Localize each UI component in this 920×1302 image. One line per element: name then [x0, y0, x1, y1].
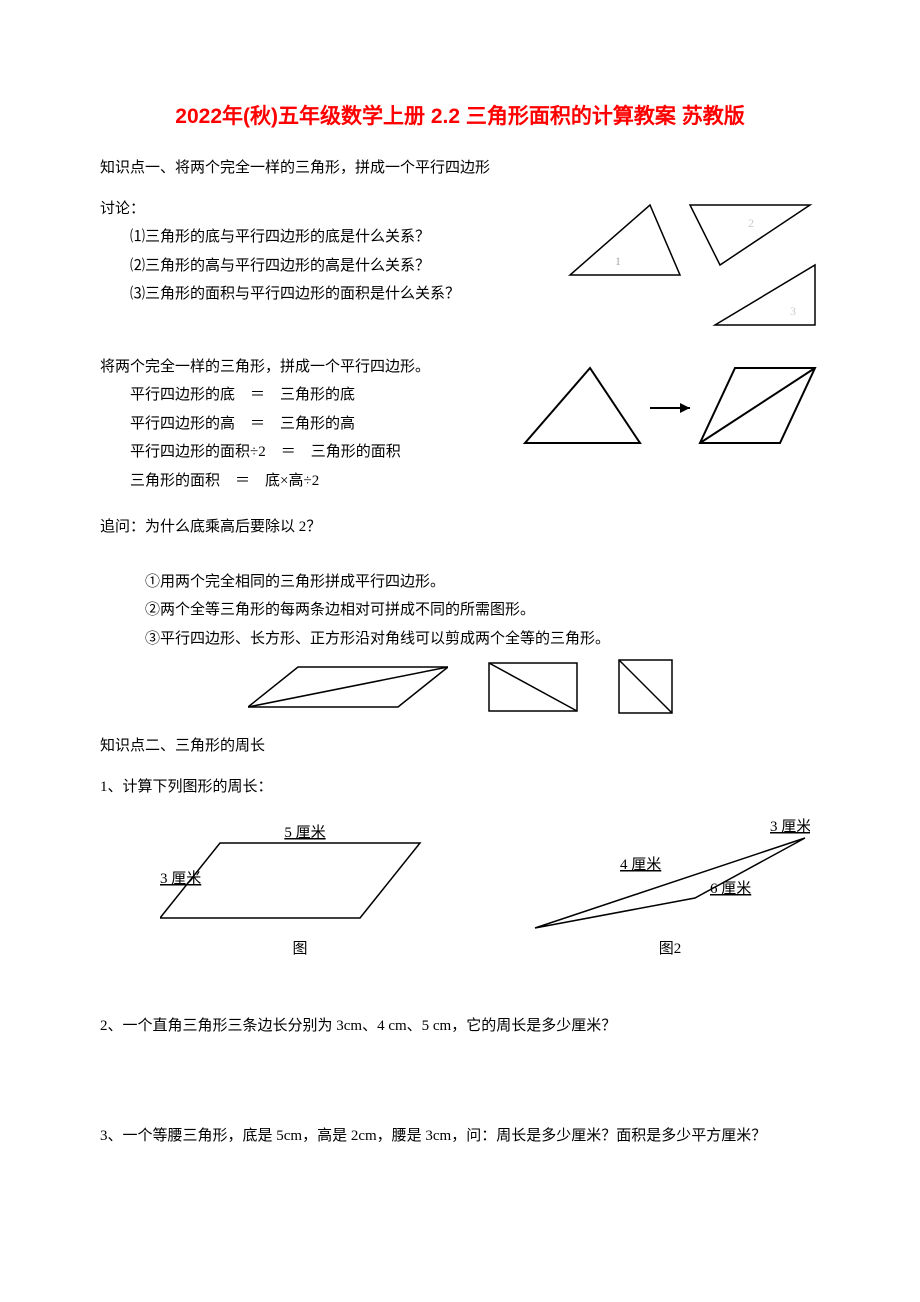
- kp1-summary-block: 将两个完全一样的三角形，拼成一个平行四边形。 平行四边形的底 ＝ 三角形的底 平…: [100, 353, 820, 496]
- kp2-q3: 3、一个等腰三角形，底是 5cm，高是 2cm，腰是 3cm，问：周长是多少厘米…: [100, 1122, 820, 1151]
- kp1-heading: 知识点一、将两个完全一样的三角形，拼成一个平行四边形: [100, 154, 820, 183]
- small-number-1: 1: [615, 254, 621, 268]
- note2: ②两个全等三角形的每两条边相对可拼成不同的所需图形。: [100, 596, 820, 625]
- note3: ③平行四边形、长方形、正方形沿对角线可以剪成两个全等的三角形。: [100, 625, 820, 654]
- fig2-top-label: 3 厘米: [770, 818, 810, 835]
- page-title: 2022年(秋)五年级数学上册 2.2 三角形面积的计算教案 苏教版: [100, 100, 820, 130]
- figure-1: 5 厘米 3 厘米 图: [160, 823, 440, 964]
- fig1-caption: 图: [292, 935, 307, 964]
- right-triangle-3: [715, 265, 815, 325]
- fig1-top-label: 5 厘米: [284, 824, 325, 841]
- kp1-discuss-block: 1 2 3 讨论： ⑴三角形的底与平行四边形的底是什么关系？ ⑵三角形的高与平行…: [100, 195, 820, 335]
- figure2-svg: 3 厘米 4 厘米 6 厘米: [530, 813, 810, 933]
- rectangle-diagonal-icon: [488, 662, 578, 712]
- tri-para-svg: [520, 353, 820, 453]
- fig2-triangle: [535, 838, 805, 928]
- scalene-triangle-2: [690, 205, 810, 265]
- parallelogram-diagonal-icon: [248, 662, 448, 712]
- small-number-2: 2: [748, 216, 754, 230]
- triangle-to-parallelogram-figure: [520, 353, 820, 453]
- triangles-svg: 1 2 3: [560, 195, 820, 335]
- fig2-mid-label: 4 厘米: [620, 856, 661, 873]
- note1: ①用两个完全相同的三角形拼成平行四边形。: [100, 568, 820, 597]
- fig2-bottom-label: 6 厘米: [710, 880, 751, 897]
- arrow-head-icon: [680, 403, 690, 413]
- fig2-caption: 图2: [659, 935, 682, 964]
- kp2-q1: 1、计算下列图形的周长：: [100, 773, 820, 802]
- square-diagonal-icon: [618, 659, 673, 714]
- small-number-3: 3: [790, 304, 796, 318]
- perimeter-figures-row: 5 厘米 3 厘米 图 3 厘米 4 厘米 6 厘米 图2: [100, 813, 820, 964]
- kp2-heading: 知识点二、三角形的周长: [100, 732, 820, 761]
- scalene-triangle-1: [570, 205, 680, 275]
- followup-question: 追问：为什么底乘高后要除以 2？: [100, 513, 820, 542]
- eq4: 三角形的面积 ＝ 底×高÷2: [100, 467, 820, 496]
- figure-2: 3 厘米 4 厘米 6 厘米 图2: [530, 813, 810, 964]
- single-triangle: [525, 368, 640, 443]
- diagonal-shapes-row: [100, 659, 820, 714]
- kp2-q2: 2、一个直角三角形三条边长分别为 3cm、4 cm、5 cm，它的周长是多少厘米…: [100, 1012, 820, 1041]
- fig1-left-label: 3 厘米: [160, 870, 201, 887]
- triangles-cluster-figure: 1 2 3: [560, 195, 820, 335]
- figure1-svg: 5 厘米 3 厘米: [160, 823, 440, 933]
